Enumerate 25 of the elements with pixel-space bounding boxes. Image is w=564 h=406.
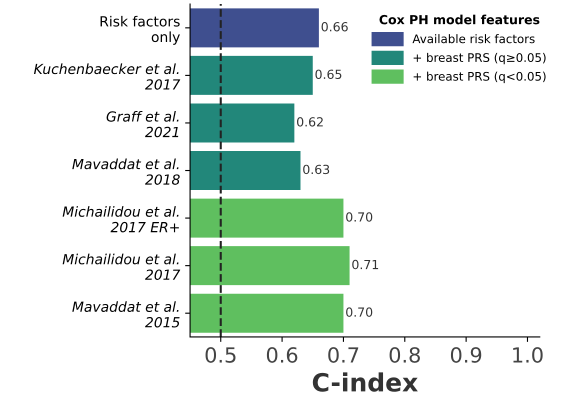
y-tick-label: Michailidou et al. 2017 ER+ — [62, 206, 179, 232]
x-tick-label: 0.6 — [266, 347, 298, 363]
data-label: 0.66 — [322, 22, 348, 32]
legend-label: Available risk factors — [412, 34, 535, 44]
legend-title: Cox PH model features — [379, 14, 540, 24]
x-axis-title: C-index — [312, 372, 418, 392]
legend-label: + breast PRS (q<0.05) — [414, 72, 546, 84]
x-tick-label: 1.0 — [513, 347, 543, 363]
x-tick-label: 0.5 — [206, 347, 236, 363]
y-tick-label: Kuchenbaecker et al. 2017 — [34, 63, 180, 90]
x-tick-label: 0.9 — [450, 347, 482, 363]
y-tick-label: Mavaddat et al. 2018 — [72, 158, 180, 185]
y-tick-label: Michailidou et al. 2017 — [62, 254, 180, 280]
data-label: 0.65 — [315, 70, 342, 80]
x-tick-label: 0.7 — [328, 347, 358, 363]
y-tick-label: Graff et al. 2021 — [106, 110, 179, 138]
data-label: 0.62 — [297, 117, 323, 127]
y-tick-label: Risk factors only — [100, 16, 180, 45]
data-label: 0.71 — [352, 260, 378, 270]
x-tick-label: 0.8 — [390, 347, 420, 363]
data-label: 0.63 — [303, 164, 330, 174]
y-tick-label: Mavaddat et al. 2015 — [72, 301, 180, 328]
data-label: 0.70 — [346, 307, 372, 317]
legend-label: + breast PRS (q≥0.05) — [414, 52, 546, 64]
data-label: 0.70 — [346, 212, 372, 222]
